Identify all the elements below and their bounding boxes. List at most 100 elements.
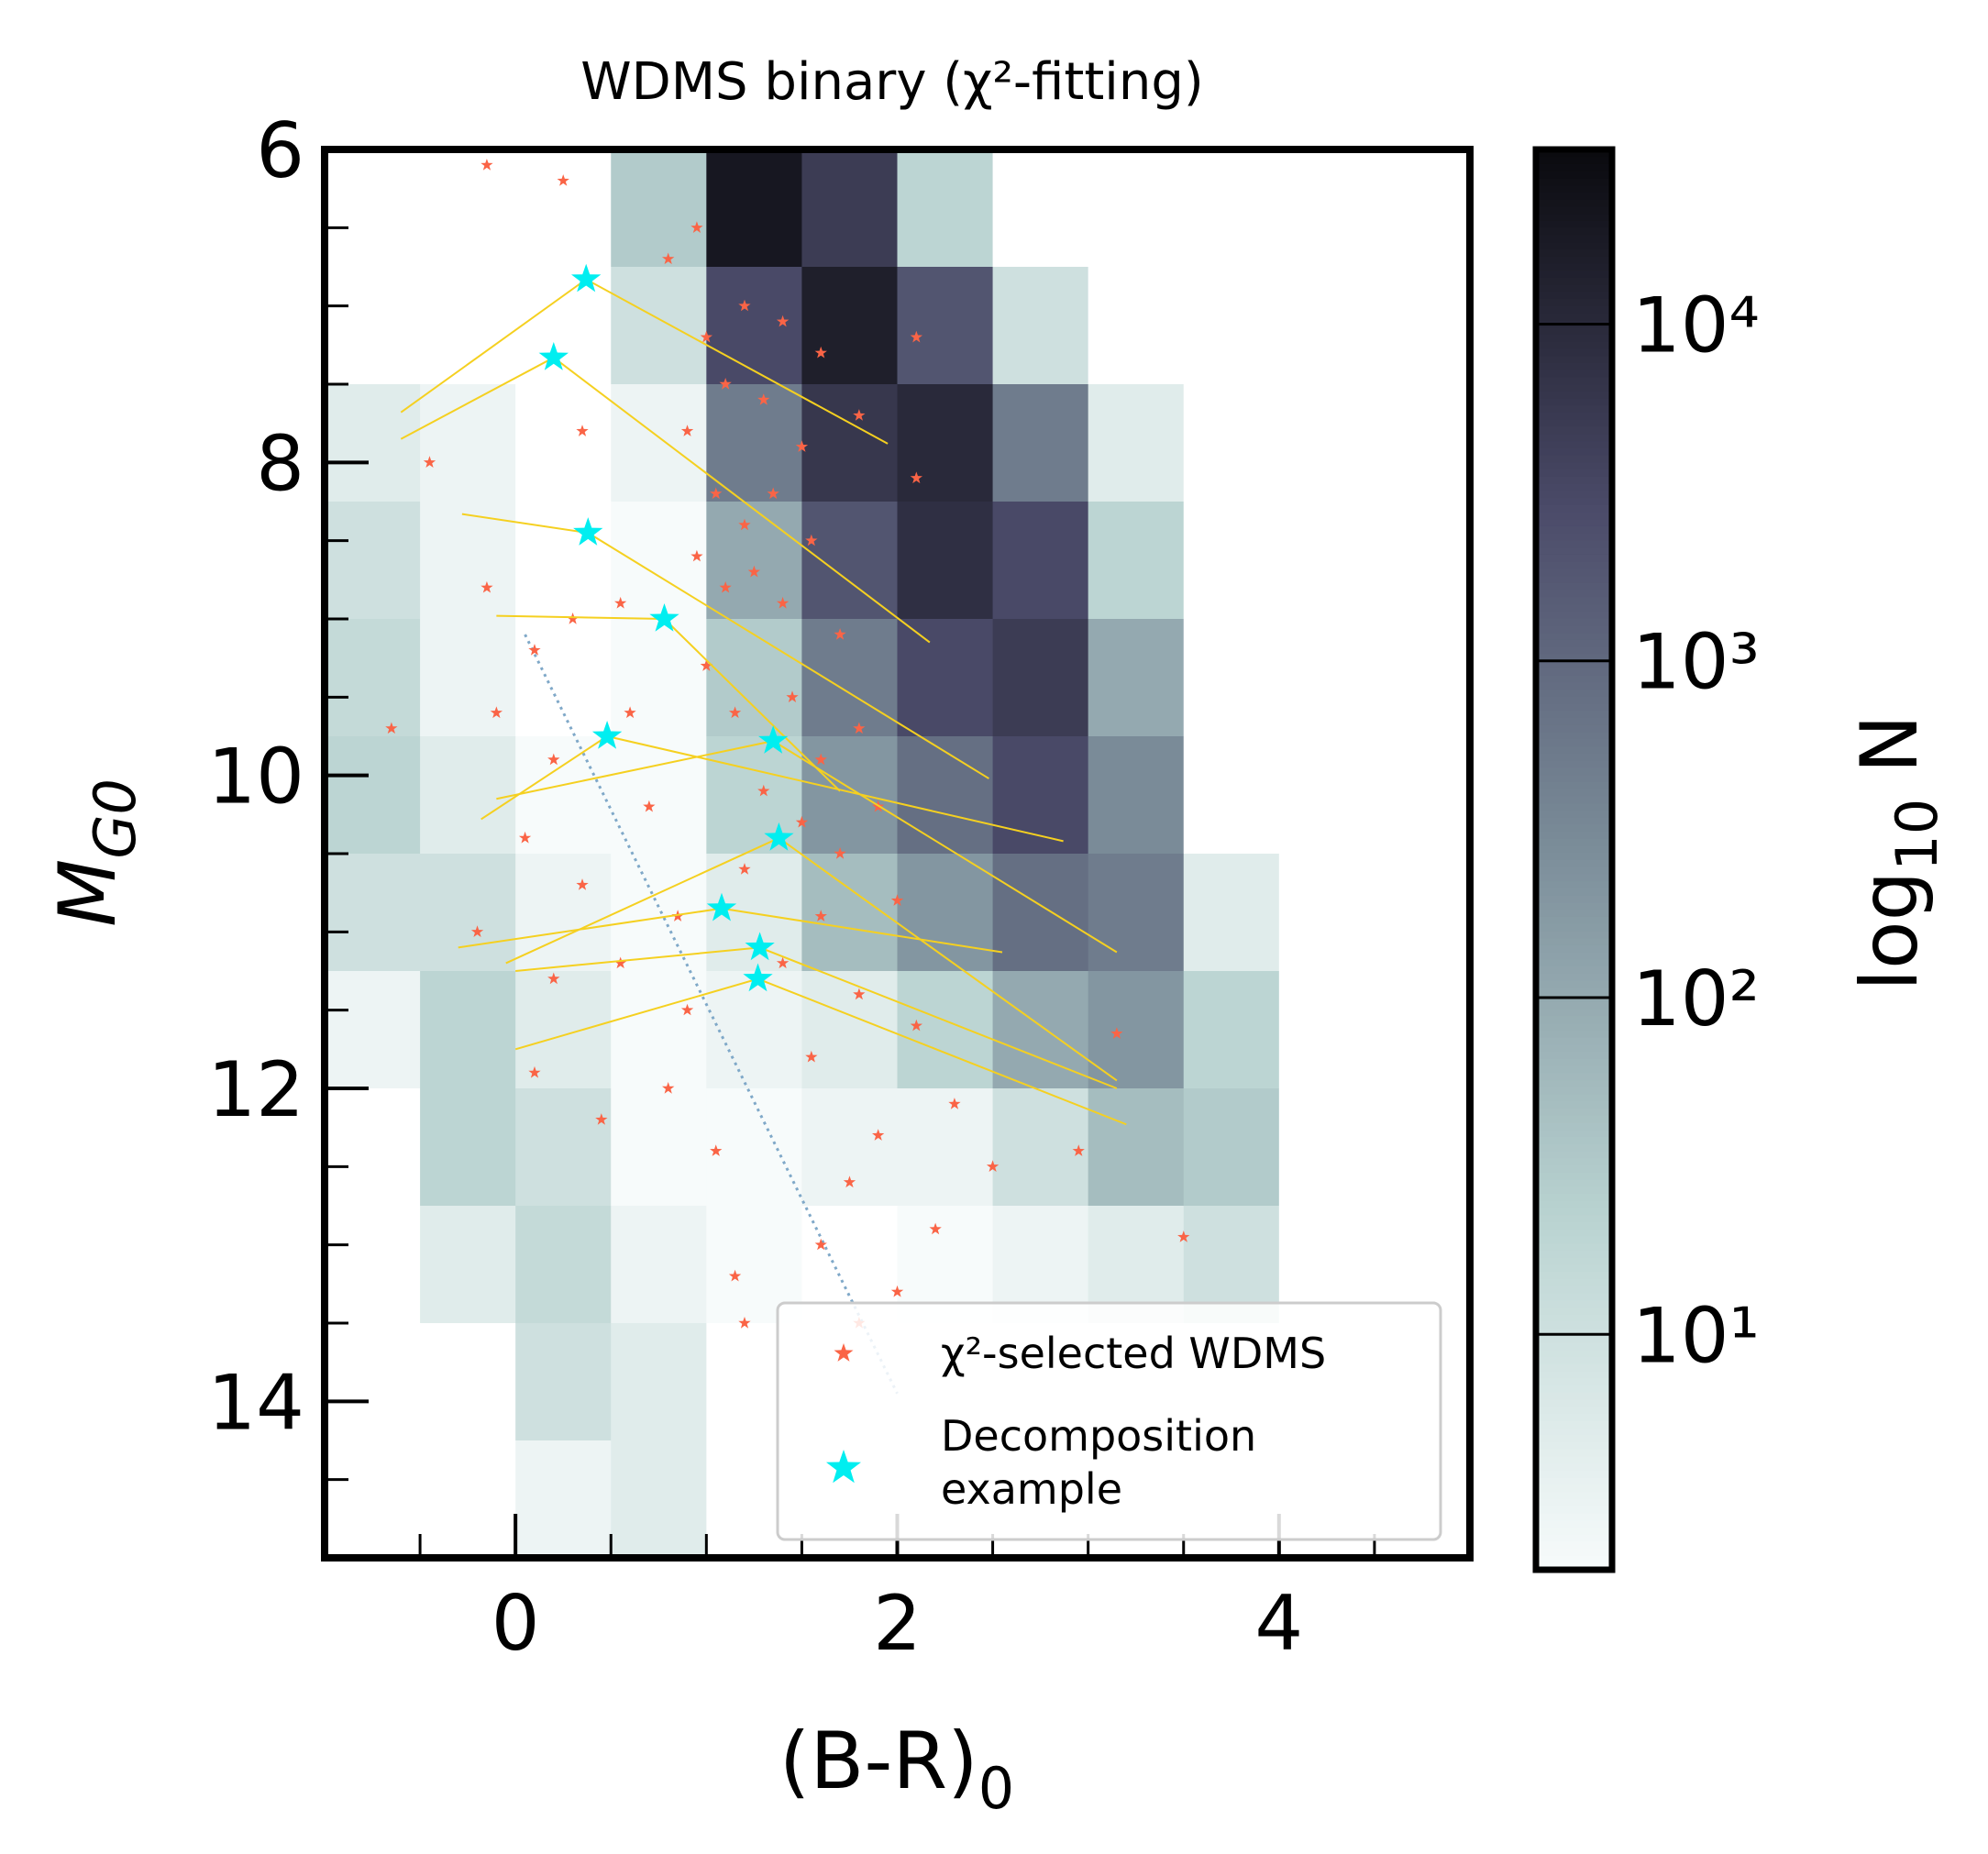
wdms-point <box>528 1065 541 1078</box>
colorbar-step <box>1536 177 1612 186</box>
x-label-sub: 0 <box>978 1755 1014 1822</box>
colorbar-step <box>1536 532 1612 541</box>
colorbar-step <box>1536 1419 1612 1429</box>
wdms-point <box>547 753 560 766</box>
colorbar-step <box>1536 1277 1612 1286</box>
y-label-main: M <box>42 859 134 927</box>
density-cell <box>1183 736 1280 855</box>
density-cell <box>420 1440 516 1558</box>
colorbar-label-rest: N <box>1844 714 1936 799</box>
decomposition-star <box>591 721 623 749</box>
colorbar-step <box>1536 1555 1612 1563</box>
wdms-point <box>814 346 827 359</box>
colorbar-step <box>1536 837 1612 846</box>
colorbar-step <box>1536 1235 1612 1244</box>
colorbar-step <box>1536 1000 1612 1010</box>
density-cell <box>420 384 516 502</box>
legend-label: χ²-selected WDMS <box>941 1329 1326 1378</box>
wdms-point <box>385 722 398 734</box>
colorbar-step <box>1536 624 1612 634</box>
x-axis-label: (B-R)0 <box>779 1716 1014 1822</box>
wdms-point <box>843 1175 856 1188</box>
density-cell <box>1088 971 1185 1089</box>
decomposition-star <box>745 932 775 961</box>
colorbar-step <box>1536 326 1612 335</box>
wdms-point <box>528 644 541 656</box>
density-cell <box>515 502 612 620</box>
density-cell <box>1374 384 1470 502</box>
density-cell <box>325 619 421 737</box>
colorbar-step <box>1536 1398 1612 1407</box>
wdms-point <box>700 330 712 343</box>
wdms-point <box>518 831 532 844</box>
colorbar-step <box>1536 723 1612 733</box>
decomposition-star <box>538 342 569 370</box>
density-cell <box>1374 736 1470 855</box>
wdms-point <box>853 722 866 734</box>
colorbar-step <box>1536 1562 1612 1571</box>
colorbar-step <box>1536 681 1612 690</box>
density-cell <box>1278 854 1375 972</box>
density-cell <box>325 1206 421 1324</box>
density-cell <box>420 1206 516 1324</box>
colorbar-step <box>1536 1199 1612 1208</box>
density-cell <box>1183 267 1280 385</box>
y-tick-label: 6 <box>256 106 304 195</box>
colorbar-step <box>1536 1476 1612 1485</box>
density-cell <box>611 619 707 737</box>
colorbar-step <box>1536 1271 1612 1279</box>
chart-title: WDMS binary (χ²-fitting) <box>580 52 1204 112</box>
colorbar-step <box>1536 1079 1612 1087</box>
colorbar-step <box>1536 383 1612 392</box>
colorbar-step <box>1536 1391 1612 1400</box>
colorbar-step <box>1536 852 1612 860</box>
density-cell <box>897 267 994 385</box>
wdms-point <box>890 894 904 906</box>
colorbar-step <box>1536 759 1612 768</box>
wdms-point <box>700 659 712 671</box>
density-cell <box>897 619 994 737</box>
y-axis-label: MG0 <box>42 778 149 927</box>
wdms-point <box>834 847 846 859</box>
wdms-point <box>929 1222 942 1235</box>
density-cell <box>420 267 516 385</box>
wdms-point <box>795 440 809 452</box>
density-cell <box>706 1088 802 1207</box>
colorbar-step <box>1536 689 1612 697</box>
wdms-point <box>805 1050 818 1063</box>
colorbar-step <box>1536 958 1612 967</box>
density-cell <box>706 384 802 502</box>
density-cell <box>1374 619 1470 737</box>
colorbar-step <box>1536 1015 1612 1024</box>
density-cell <box>611 736 707 855</box>
colorbar-step <box>1536 774 1612 782</box>
density-cell <box>420 1323 516 1441</box>
colorbar-step <box>1536 198 1612 207</box>
colorbar-step <box>1536 780 1612 789</box>
decomposition-star <box>764 822 794 851</box>
colorbar-step <box>1536 646 1612 655</box>
colorbar-step <box>1536 361 1612 370</box>
colorbar-step <box>1536 1072 1612 1081</box>
colorbar-step <box>1536 1186 1612 1195</box>
wdms-point <box>786 690 799 702</box>
colorbar-step <box>1536 1505 1612 1514</box>
density-cell <box>992 1088 1089 1207</box>
density-cell <box>801 267 898 385</box>
colorbar-step <box>1536 1448 1612 1457</box>
density-cell <box>706 149 802 268</box>
wdms-point <box>872 1129 885 1141</box>
wdms-point <box>776 956 790 969</box>
colorbar-step <box>1536 568 1612 577</box>
colorbar-step <box>1536 915 1612 924</box>
colorbar-step <box>1536 461 1612 470</box>
wdms-point <box>757 393 770 405</box>
colorbar-step <box>1536 1292 1612 1301</box>
density-cell <box>897 384 994 502</box>
density-cell <box>897 971 994 1089</box>
density-cell <box>515 971 612 1089</box>
colorbar-step <box>1536 1427 1612 1436</box>
density-cell <box>1278 384 1375 502</box>
density-cell <box>801 384 898 502</box>
colorbar-step <box>1536 1108 1612 1116</box>
